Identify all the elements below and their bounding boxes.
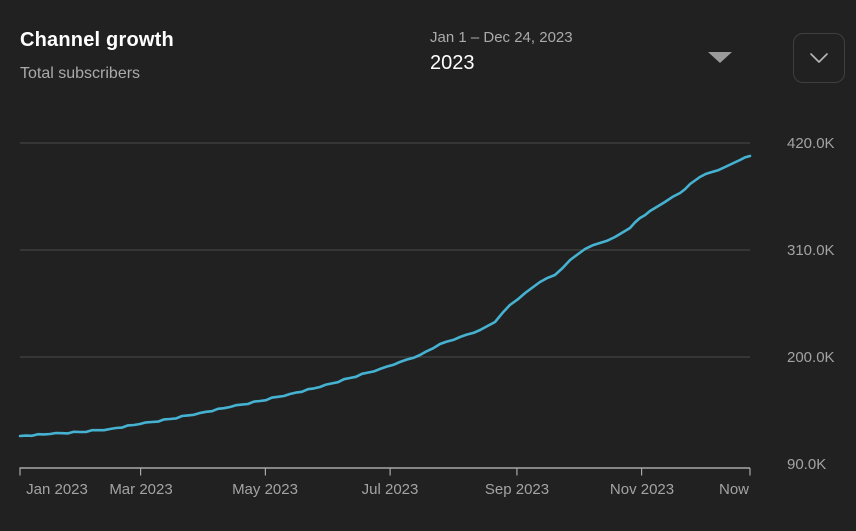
x-axis-tick-label: Sep 2023 [484,481,550,498]
x-axis-tick-label: May 2023 [232,481,298,498]
x-axis-tick-label: Nov 2023 [609,481,675,498]
metric-label: Total subscribers [20,65,141,82]
card-title: Channel growth [20,29,174,51]
x-axis-tick-label: Now [718,481,749,498]
date-selected-period: 2023 [430,52,475,74]
y-axis-tick-label: 90.0K [787,456,827,473]
date-range-text: Jan 1 – Dec 24, 2023 [430,29,573,46]
x-axis-tick-label: Jan 2023 [26,481,88,498]
y-axis-tick-label: 420.0K [787,135,835,152]
y-axis-tick-label: 200.0K [787,349,835,366]
x-axis-tick-label: Mar 2023 [109,481,173,498]
subscriber-trend-line [18,154,752,438]
dropdown-caret-icon[interactable] [708,52,732,63]
date-range-selector[interactable]: Jan 1 – Dec 24, 2023 2023 [430,29,573,75]
collapse-card-button[interactable] [793,33,845,83]
x-axis-tick-label: Jul 2023 [361,481,419,498]
chevron-down-icon [810,53,828,63]
y-axis-tick-label: 310.0K [787,242,835,259]
